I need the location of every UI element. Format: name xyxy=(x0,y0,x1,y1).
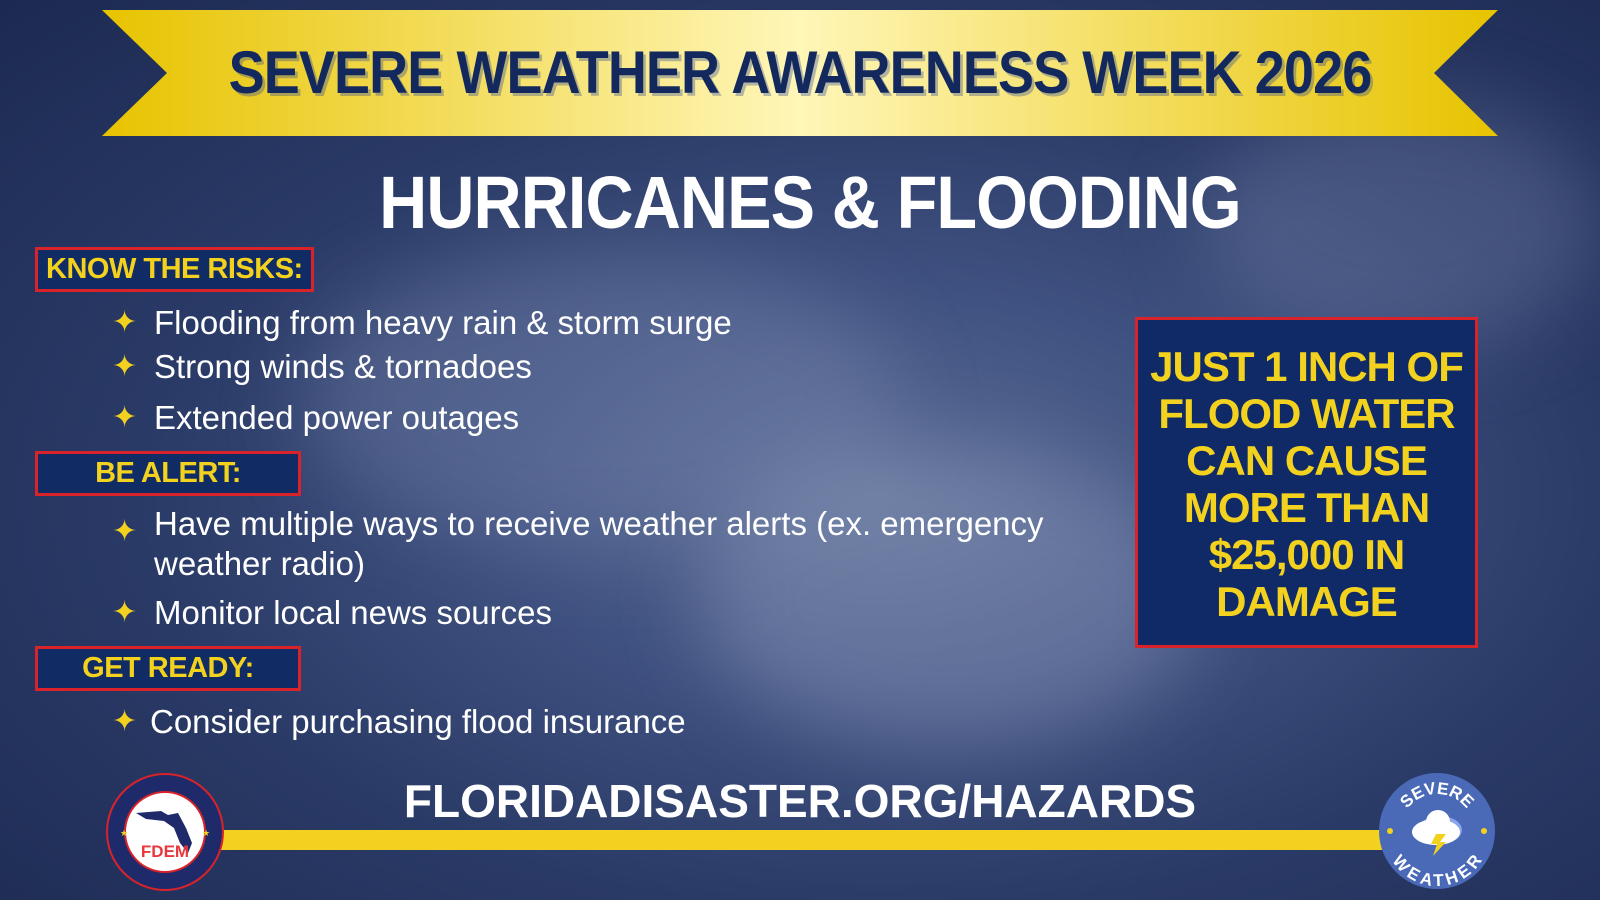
list-item: ✦ Strong winds & tornadoes xyxy=(112,347,532,387)
list-item: ✦ Consider purchasing flood insurance xyxy=(112,702,686,742)
cloud-bg xyxy=(300,250,900,550)
fdem-logo: FDEM ★ ★ xyxy=(106,773,224,891)
severe-weather-logo: SEVERE WEATHER xyxy=(1378,772,1496,890)
cloud-bg xyxy=(700,450,1200,750)
four-point-star-icon: ✦ xyxy=(112,705,138,738)
list-item: ✦ Have multiple ways to receive weather a… xyxy=(112,504,1072,584)
list-item-text: Extended power outages xyxy=(154,399,520,436)
list-item-text: Flooding from heavy rain & storm surge xyxy=(154,304,732,341)
section-label-be-alert: BE ALERT: xyxy=(35,451,301,496)
svg-text:FDEM: FDEM xyxy=(141,842,189,861)
four-point-star-icon: ✦ xyxy=(112,596,138,629)
section-label-know-risks: KNOW THE RISKS: xyxy=(35,247,314,292)
section-label-get-ready: GET READY: xyxy=(35,646,301,691)
svg-text:★: ★ xyxy=(202,828,210,838)
four-point-star-icon: ✦ xyxy=(112,515,138,548)
website-link[interactable]: FLORIDADISASTER.ORG/HAZARDS xyxy=(403,775,1197,827)
header-banner: SEVERE WEATHER AWARENESS WEEK 2026 xyxy=(102,10,1498,136)
divider-line xyxy=(215,830,1385,850)
four-point-star-icon: ✦ xyxy=(112,350,138,383)
list-item-text: Have multiple ways to receive weather al… xyxy=(154,505,1044,582)
list-item-text: Strong winds & tornadoes xyxy=(154,348,532,385)
cloud-bg xyxy=(1200,100,1600,350)
four-point-star-icon: ✦ xyxy=(112,401,138,434)
page-title: HURRICANES & FLOODING xyxy=(379,161,1242,244)
list-item: ✦ Monitor local news sources xyxy=(112,593,552,633)
list-item-text: Monitor local news sources xyxy=(154,594,552,631)
list-item: ✦ Flooding from heavy rain & storm surge xyxy=(112,303,732,343)
list-item: ✦ Extended power outages xyxy=(112,398,519,438)
svg-text:★: ★ xyxy=(120,828,128,838)
four-point-star-icon: ✦ xyxy=(112,306,138,339)
list-item-text: Consider purchasing flood insurance xyxy=(150,703,686,740)
banner-title: SEVERE WEATHER AWARENESS WEEK 2026 xyxy=(228,39,1373,106)
flood-fact-box: JUST 1 INCH OF FLOOD WATER CAN CAUSE MOR… xyxy=(1135,317,1478,648)
